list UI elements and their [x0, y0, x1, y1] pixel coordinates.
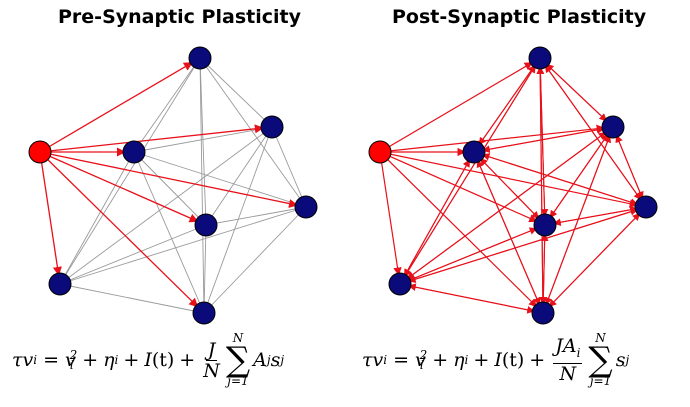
synapse-edge: [133, 151, 307, 208]
synapse-arrow: [544, 206, 638, 226]
source-arrow: [379, 124, 605, 153]
synapse-edge: [133, 151, 207, 226]
synapse-arrow: [545, 63, 614, 128]
synapse-edge: [59, 206, 307, 285]
neuron: [462, 140, 486, 164]
neuron: [531, 301, 555, 325]
synapse-edge: [199, 57, 273, 128]
synapse-edge: [59, 151, 135, 285]
synapse-arrow: [473, 64, 536, 153]
synapse-arrow: [536, 66, 545, 314]
synapse-edge: [133, 57, 201, 153]
synapse-edge: [203, 224, 207, 314]
synapse-edge: [271, 126, 307, 208]
neuron: [48, 272, 72, 296]
synapse-edge: [59, 224, 207, 285]
synapse-arrow: [399, 208, 639, 285]
synapse-edge: [205, 206, 307, 226]
synapse-arrow: [399, 131, 607, 285]
neuron: [192, 301, 216, 325]
synapse-arrow: [540, 233, 549, 314]
source-arrow: [379, 151, 402, 276]
synapse-edge: [59, 283, 205, 314]
neuron: [601, 115, 625, 139]
synapse-arrow: [479, 157, 546, 226]
source-neuron: [28, 140, 52, 164]
synapse-arrow: [481, 153, 647, 208]
source-arrow: [39, 151, 199, 223]
synapse-edge: [59, 126, 273, 285]
synapse-arrow: [399, 64, 536, 285]
synapse-arrow: [536, 66, 546, 226]
source-arrow: [379, 62, 533, 153]
synapse-arrow: [544, 64, 647, 208]
synapse-edge: [133, 151, 205, 314]
synapse-arrow: [473, 126, 605, 153]
synapse-arrow: [615, 134, 647, 208]
synapse-edge: [205, 126, 273, 226]
synapse-arrow: [476, 159, 544, 314]
source-arrow: [39, 124, 264, 153]
source-arrow: [39, 151, 199, 308]
neuron: [533, 213, 557, 237]
synapse-arrow: [542, 212, 641, 314]
synapse-arrow: [542, 134, 611, 314]
source-arrow: [39, 61, 194, 153]
neuron: [634, 195, 658, 219]
synapse-edge: [199, 57, 207, 226]
source-arrow: [39, 151, 62, 277]
synapse-edge: [203, 126, 273, 314]
neuron: [188, 46, 212, 70]
source-arrow: [379, 151, 639, 208]
source-arrow: [379, 151, 538, 223]
neuron: [294, 195, 318, 219]
pre-synaptic-network: [28, 46, 318, 325]
source-arrow: [39, 151, 299, 208]
synapse-arrow: [408, 283, 544, 314]
neuron: [388, 272, 412, 296]
synapse-edge: [133, 126, 273, 153]
synapse-edge: [203, 206, 307, 314]
neuron: [528, 46, 552, 70]
neuron: [194, 213, 218, 237]
synapse-arrow: [399, 159, 471, 285]
synapse-arrow: [399, 227, 538, 285]
title-pre-synaptic: Pre-Synaptic Plasticity: [58, 6, 301, 28]
post-synaptic-network: [368, 46, 658, 325]
source-neuron: [368, 140, 392, 164]
synapse-arrow: [544, 133, 609, 226]
source-arrow: [379, 151, 538, 308]
neuron: [122, 140, 146, 164]
neuron: [260, 115, 284, 139]
synapse-edge: [199, 57, 307, 208]
title-post-synaptic: Post-Synaptic Plasticity: [392, 6, 647, 28]
